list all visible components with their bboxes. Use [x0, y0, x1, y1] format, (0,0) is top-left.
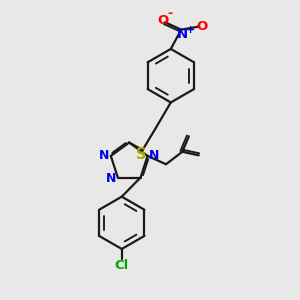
Text: O: O [196, 20, 208, 33]
Text: +: + [185, 25, 195, 34]
Text: O: O [158, 14, 169, 27]
Text: Cl: Cl [115, 260, 129, 272]
Text: N: N [99, 149, 110, 162]
Text: N: N [149, 149, 159, 162]
Text: N: N [106, 172, 116, 184]
Text: N: N [177, 28, 188, 41]
Text: S: S [136, 147, 146, 162]
Text: -: - [168, 8, 173, 20]
